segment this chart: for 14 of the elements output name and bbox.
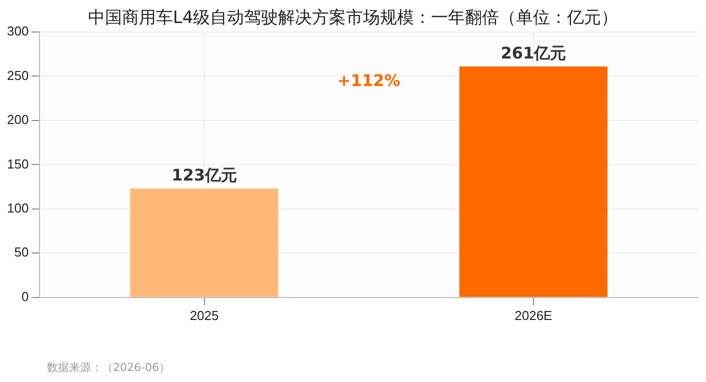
y-tick-label: 300 <box>6 24 29 39</box>
y-tick-label: 200 <box>6 112 29 128</box>
y-tick-label: 250 <box>6 68 29 83</box>
x-tick-label: 2026E <box>514 308 553 323</box>
x-tick-label: 2025 <box>190 308 219 323</box>
data-label: 261亿元 <box>500 44 566 63</box>
data-label: 123亿元 <box>172 166 237 185</box>
y-tick-label: 0 <box>21 288 29 304</box>
y-tick-label: 50 <box>14 244 29 260</box>
y-tick-label: 150 <box>6 156 29 172</box>
source-note: 数据来源：（2026-06） <box>47 360 170 375</box>
chart-title: 中国商用车L4级自动驾驶解决方案市场规模：一年翻倍（单位：亿元） <box>88 8 618 28</box>
y-tick-label: 100 <box>6 200 29 216</box>
annotation: +112% <box>337 71 400 90</box>
